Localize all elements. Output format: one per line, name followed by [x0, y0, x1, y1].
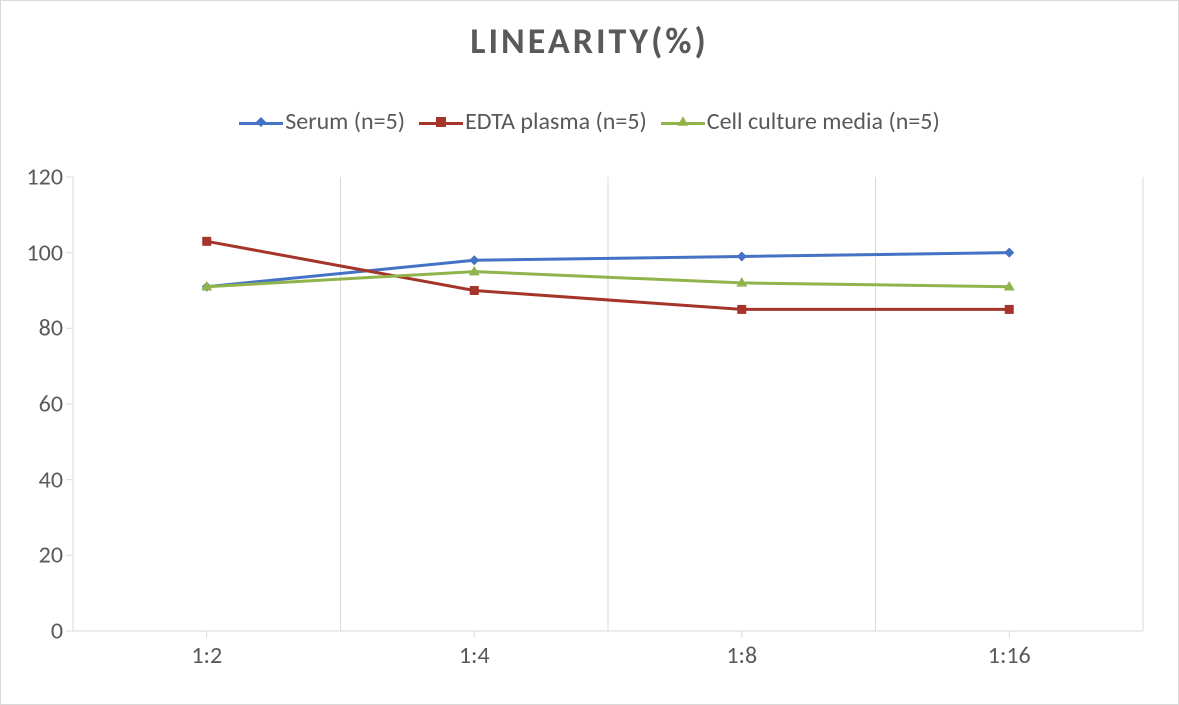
diamond-icon — [737, 251, 747, 261]
plot-svg — [73, 177, 1143, 631]
data-point — [1004, 248, 1014, 258]
data-point — [737, 305, 746, 314]
plot-area: 0204060801001201:21:41:81:16 — [73, 177, 1143, 631]
square-icon — [202, 237, 211, 246]
data-point — [470, 286, 479, 295]
diamond-icon — [469, 255, 479, 265]
y-tick-label: 100 — [27, 238, 64, 267]
y-tick-label: 60 — [39, 390, 63, 419]
legend-label: Serum (n=5) — [285, 107, 405, 136]
legend: Serum (n=5) EDTA plasma (n=5) Cell culture… — [1, 107, 1178, 136]
y-tick-label: 80 — [39, 314, 63, 343]
data-point — [469, 255, 479, 265]
y-tick-label: 20 — [39, 541, 63, 570]
chart-title: LINEARITY(%) — [1, 19, 1178, 63]
y-tick-label: 120 — [27, 163, 64, 192]
y-tick-label: 0 — [51, 617, 63, 646]
legend-item: EDTA plasma (n=5) — [419, 107, 647, 136]
legend-swatch — [661, 112, 705, 132]
x-tick-label: 1:4 — [459, 641, 490, 670]
legend-swatch — [419, 112, 463, 132]
legend-label: Cell culture media (n=5) — [707, 107, 940, 136]
legend-item: Serum (n=5) — [239, 107, 405, 136]
data-point — [737, 251, 747, 261]
x-tick-label: 1:8 — [726, 641, 757, 670]
square-icon — [737, 305, 746, 314]
y-tick-label: 40 — [39, 465, 63, 494]
square-icon — [470, 286, 479, 295]
diamond-icon — [1004, 248, 1014, 258]
x-tick-label: 1:2 — [191, 641, 222, 670]
legend-item: Cell culture media (n=5) — [661, 107, 940, 136]
legend-swatch — [239, 112, 283, 132]
x-tick-label: 1:16 — [988, 641, 1031, 670]
data-point — [1005, 305, 1014, 314]
data-point — [202, 237, 211, 246]
legend-label: EDTA plasma (n=5) — [465, 107, 647, 136]
square-icon — [1005, 305, 1014, 314]
chart-container: LINEARITY(%) Serum (n=5) EDTA plasma (n=5… — [0, 0, 1179, 705]
